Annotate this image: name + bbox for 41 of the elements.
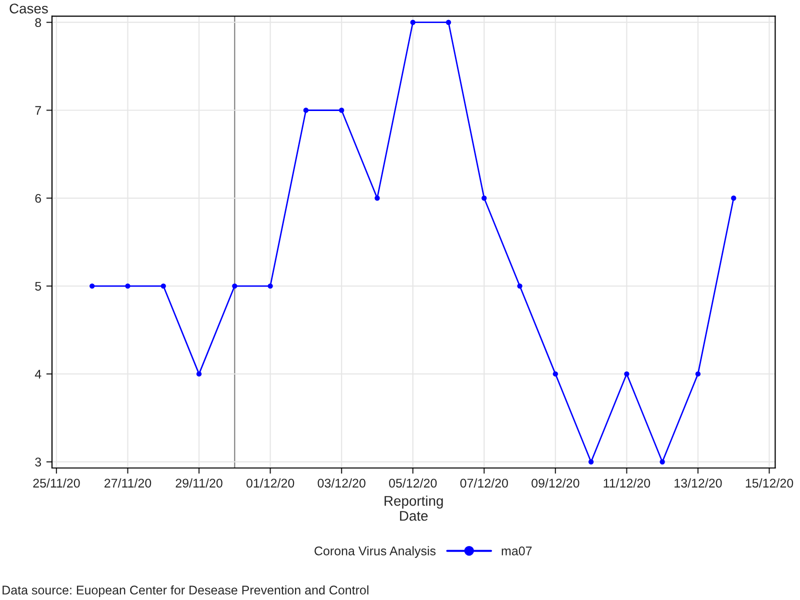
- point: [338, 108, 344, 113]
- point: [232, 283, 238, 289]
- point: [588, 459, 594, 464]
- point: [125, 283, 130, 289]
- x-tick-label: 07/12/20: [460, 478, 508, 488]
- point: [552, 371, 558, 377]
- legend-title: Corona Virus Analysis: [314, 546, 436, 558]
- y-tick-label: 4: [34, 370, 42, 378]
- point: [660, 459, 665, 464]
- legend-label: ma07: [502, 546, 532, 556]
- x-tick-label: 27/11/20: [104, 478, 152, 488]
- x-tick-label: 05/12/20: [389, 478, 437, 488]
- x-tick-label: 09/12/20: [532, 478, 580, 488]
- y-axis-title: Cases: [10, 4, 48, 14]
- x-tick-label: 03/12/20: [318, 478, 366, 488]
- x-tick-label: 13/12/20: [674, 478, 722, 488]
- point: [731, 196, 736, 201]
- x-tick-label: 15/12/20: [746, 478, 794, 488]
- point: [303, 108, 309, 113]
- y-tick-label: 7: [35, 106, 41, 115]
- point: [410, 20, 416, 25]
- x-tick-label: 01/12/20: [246, 478, 294, 488]
- point: [268, 283, 273, 289]
- y-tick-label: 6: [35, 194, 42, 203]
- x-tick-label: 25/11/20: [33, 478, 80, 488]
- point: [160, 283, 166, 289]
- y-tick-label: 3: [35, 458, 42, 466]
- x-tick-label: 29/11/20: [176, 478, 222, 488]
- y-tick-label: 5: [35, 282, 42, 291]
- point: [482, 196, 487, 201]
- source-note: Data source: Euopean Center for Desease Prevention and Control: [2, 585, 368, 597]
- point: [446, 20, 452, 25]
- point: [695, 371, 701, 377]
- point: [196, 371, 202, 377]
- point: [517, 283, 522, 289]
- x-axis-title: Reporting Date: [384, 496, 443, 521]
- point: [89, 283, 95, 289]
- point: [624, 371, 630, 377]
- x-tick-label: 11/12/20: [604, 478, 650, 488]
- y-tick-label: 8: [35, 18, 42, 28]
- point: [374, 196, 380, 201]
